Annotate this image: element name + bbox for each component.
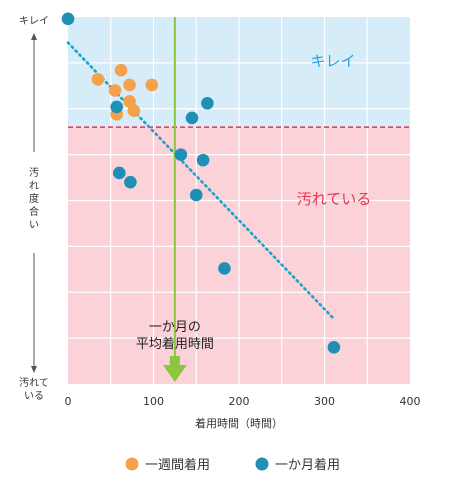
x-tick-label: 0: [65, 395, 72, 408]
point-month: [327, 341, 341, 354]
average-arrow-stem: [169, 356, 180, 366]
point-month: [110, 100, 124, 114]
y-axis-arrow-down-head: [31, 366, 37, 373]
point-month: [196, 153, 210, 167]
legend-marker: [255, 457, 269, 471]
point-week: [123, 78, 136, 92]
average-arrow-head: [162, 365, 187, 382]
legend-marker: [125, 457, 139, 471]
point-week: [91, 73, 105, 86]
x-tick-label: 400: [400, 395, 421, 408]
average-label-line1: 一か月の: [149, 320, 201, 335]
y-label-middle-char: れ: [29, 180, 39, 192]
x-tick-label: 300: [314, 395, 335, 408]
point-month: [201, 96, 214, 110]
y-label-middle-char: 汚: [29, 166, 39, 179]
point-month: [174, 148, 188, 161]
y-label-bottom-line2: いる: [24, 390, 44, 402]
y-label-bottom-line1: 汚れて: [19, 376, 49, 389]
point-month: [124, 175, 137, 189]
grid: [68, 17, 410, 384]
point-month: [218, 262, 231, 275]
legend: 一週間着用 一か月着用: [125, 457, 340, 473]
y-label-top: キレイ: [19, 16, 49, 27]
point-week: [114, 63, 128, 77]
point-month: [113, 166, 126, 180]
clean-region-label: キレイ: [310, 52, 355, 70]
reference-lines: [66, 17, 410, 382]
x-tick-label: 200: [229, 395, 250, 408]
point-month: [189, 188, 203, 202]
trend-line: [66, 41, 337, 322]
y-label-middle-char: 度: [29, 192, 39, 205]
y-label-middle-char: 合: [29, 205, 39, 218]
y-axis-arrow-up-head: [31, 33, 37, 40]
dirty-region-label: 汚れている: [297, 190, 372, 208]
point-week: [145, 78, 159, 92]
y-label-middle-char: い: [29, 220, 39, 231]
x-axis-label: 着用時間（時間）: [195, 416, 283, 430]
point-month: [61, 12, 75, 26]
legend-label: 一か月着用: [275, 457, 340, 473]
legend-label: 一週間着用: [145, 457, 210, 473]
data-points: [61, 12, 341, 354]
point-week: [108, 84, 122, 97]
point-week: [127, 104, 141, 117]
point-month: [185, 111, 199, 125]
average-label-line2: 平均着用時間: [136, 336, 214, 352]
x-tick-label: 100: [143, 395, 164, 408]
